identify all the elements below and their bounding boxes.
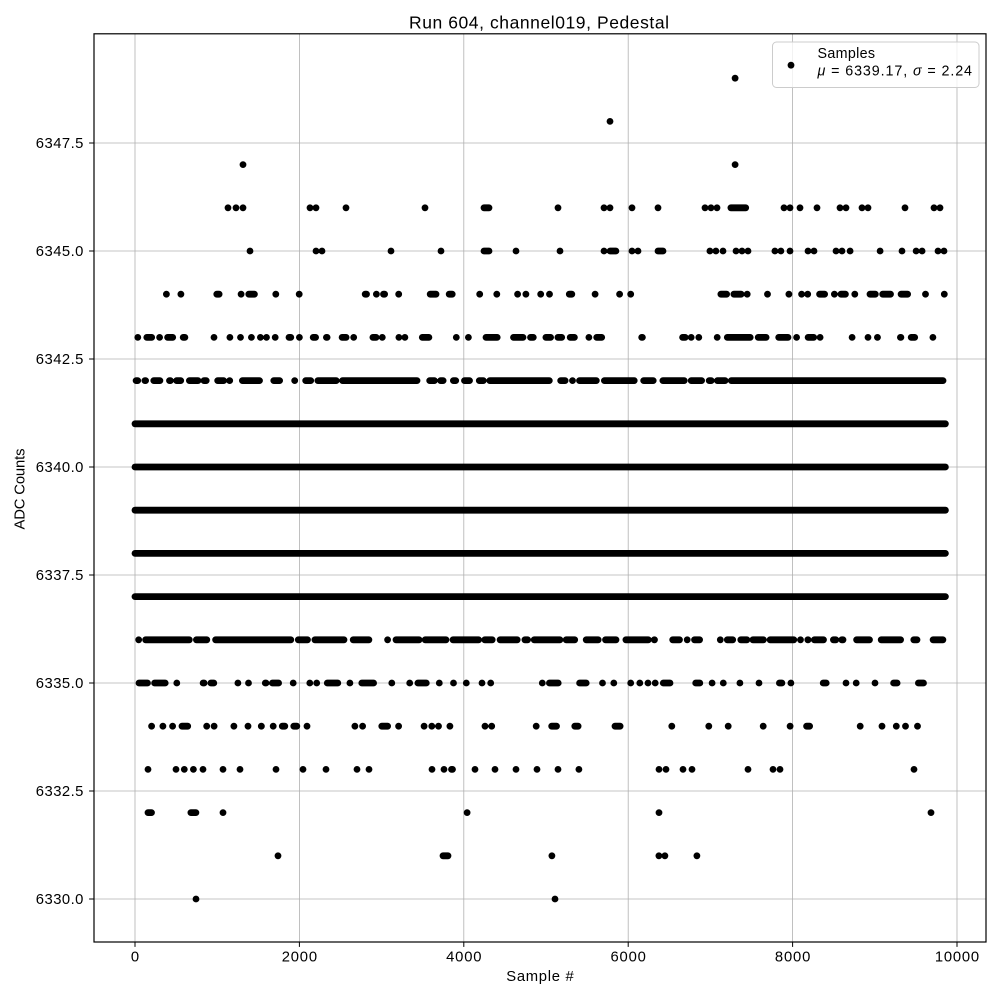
svg-text:6342.5: 6342.5 — [36, 352, 84, 368]
svg-text:4000: 4000 — [446, 950, 481, 966]
svg-text:0: 0 — [131, 950, 139, 966]
svg-text:6345.0: 6345.0 — [36, 244, 84, 260]
svg-text:Sample #: Sample # — [506, 969, 574, 985]
svg-text:6347.5: 6347.5 — [36, 136, 84, 152]
svg-text:ADC Counts: ADC Counts — [13, 449, 29, 530]
svg-text:6000: 6000 — [611, 950, 646, 966]
svg-text:6332.5: 6332.5 — [36, 784, 84, 800]
svg-text:Run 604, channel019, Pedestal: Run 604, channel019, Pedestal — [409, 13, 669, 33]
svg-text:6335.0: 6335.0 — [36, 676, 84, 692]
svg-text:Samples: Samples — [818, 46, 876, 62]
svg-text:6330.0: 6330.0 — [36, 892, 84, 908]
svg-text:10000: 10000 — [935, 950, 979, 966]
svg-text:6340.0: 6340.0 — [36, 460, 84, 476]
svg-text:μ = 6339.17, σ = 2.24: μ = 6339.17, σ = 2.24 — [817, 64, 973, 80]
svg-text:2000: 2000 — [282, 950, 317, 966]
svg-text:8000: 8000 — [775, 950, 810, 966]
svg-text:6337.5: 6337.5 — [36, 568, 84, 584]
